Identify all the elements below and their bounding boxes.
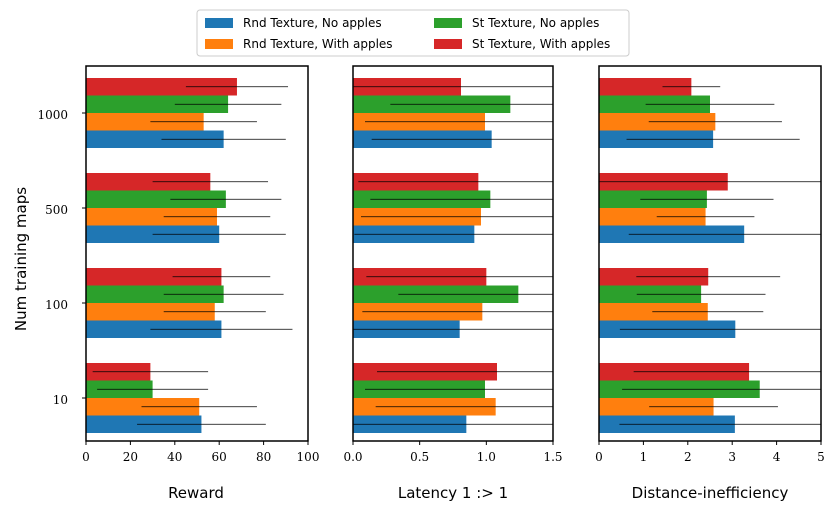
bar [86,173,211,191]
bar [86,208,217,226]
x-axis-label-latency: Latency 1 :> 1 [398,484,508,502]
x-tick-label: 0.5 [410,450,429,464]
bar [86,130,224,148]
x-axis-label-reward: Reward [168,484,224,502]
y-tick-label: 100 [45,298,68,312]
legend-swatch-rnd-with-apples [205,39,233,49]
x-tick-label: 1.0 [477,450,496,464]
x-tick-label: 1.5 [543,450,562,464]
bars [353,78,519,433]
bar [86,95,229,113]
x-tick-label: 0.0 [343,450,362,464]
y-tick-labels: 1000 500 100 10 [37,108,68,407]
x-tick-label: 100 [297,450,320,464]
x-tick-label: 0 [82,450,90,464]
axes-frame [598,65,822,442]
x-tick-label: 0 [595,450,603,464]
bar [86,190,226,208]
x-tick-label: 20 [123,450,138,464]
error-bars [599,86,821,425]
bar [86,78,237,96]
x-tick-label: 60 [212,450,227,464]
y-axis-label: Num training maps [12,187,30,331]
legend-swatch-st-with-apples [434,39,462,49]
y-tick-label: 1000 [37,108,68,122]
panel-reward: 0 20 40 60 80 100 [82,65,320,464]
legend-frame [196,9,630,57]
bars [599,78,760,433]
legend: Rnd Texture, No apples Rnd Texture, With… [196,9,630,57]
x-axis-label-distance-inefficiency: Distance-inefficiency [632,484,789,502]
panel-latency: 0.0 0.5 1.0 1.5 [343,65,563,464]
x-tick-label: 2 [684,450,692,464]
bar [86,113,204,131]
legend-label-rnd-with-apples: Rnd Texture, With apples [243,37,393,51]
panel-distance-inefficiency: 0 1 2 3 4 5 [595,65,825,464]
legend-label-st-with-apples: St Texture, With apples [472,37,610,51]
bar [86,303,215,321]
x-tick-label: 4 [773,450,781,464]
legend-swatch-rnd-no-apples [205,18,233,28]
bar [86,268,222,286]
x-tick-label: 1 [640,450,648,464]
legend-label-rnd-no-apples: Rnd Texture, No apples [243,16,382,30]
y-tick-label: 10 [53,393,68,407]
axes-frame [352,65,554,442]
x-tick-label: 40 [167,450,182,464]
x-tick-label: 80 [256,450,271,464]
y-tick-label: 500 [45,203,68,217]
x-tick-label: 3 [728,450,736,464]
x-tick-label: 5 [817,450,825,464]
bar [599,78,692,96]
bars [86,78,237,433]
legend-label-st-no-apples: St Texture, No apples [472,16,599,30]
bar [599,208,706,226]
legend-swatch-st-no-apples [434,18,462,28]
error-bars [353,86,553,425]
bar [86,285,224,303]
axes-frame [85,65,309,442]
error-bars [92,86,293,425]
